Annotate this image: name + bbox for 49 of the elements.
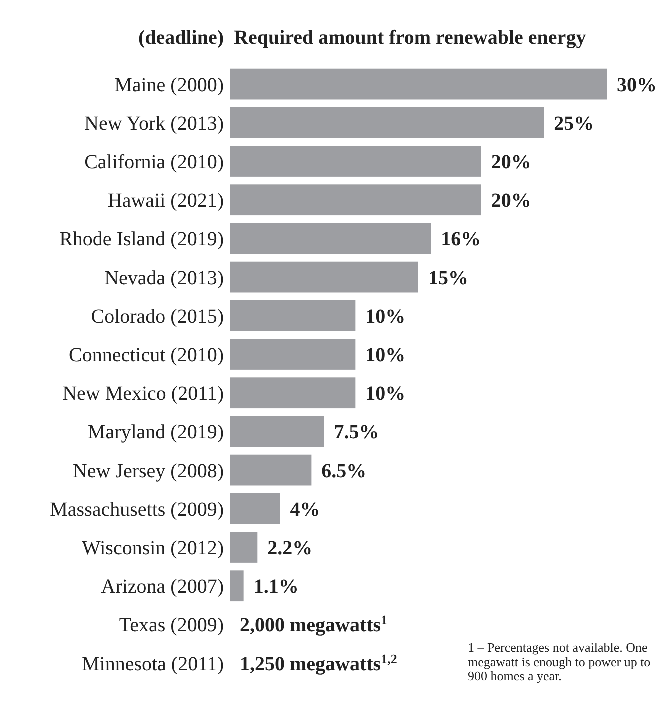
bar [230,493,280,524]
y-tick-label: Colorado (2015) [91,306,224,328]
bar [230,184,482,216]
text: 2,000 megawatts$^{1}$ [240,612,388,637]
data-label: 16% [441,228,482,251]
y-tick-label: Maine (2000) [114,74,224,96]
y-tick-label: Minnesota (2011) [82,653,224,676]
chart-title: Required amount from renewable energy [234,27,586,49]
text: 1,250 megawatts$^{1,2}$ [240,650,398,676]
bar [230,107,544,138]
annotation: 1 – Percentages not available. One megawatt is enough to power up to 900 homes a year. [468,640,651,684]
y-tick-label: Hawaii (2021) [108,190,224,212]
data-label: 1.1% [254,576,299,598]
y-tick-label: Massachusetts (2009) [50,498,224,521]
data-label: 10% [366,383,406,406]
data-label: 6.5% [322,460,367,482]
y-tick-label: California (2010) [84,152,224,174]
bar [230,416,324,448]
y-tick-label: New York (2013) [84,112,224,135]
y-tick-label: Maryland (2019) [88,422,224,444]
bar [230,570,244,602]
y-tick-label: New Mexico (2011) [62,383,224,406]
data-label: 20% [491,152,532,174]
y-tick-label: Arizona (2007) [101,576,224,598]
bar [230,68,607,100]
y-axis-title: (deadline) [138,27,224,49]
data-label: 2.2% [268,538,313,560]
data-label: 20% [491,190,532,212]
data-label: 10% [366,344,406,366]
y-tick-label: Nevada (2013) [104,267,224,290]
bar [230,532,258,563]
data-label: 10% [366,306,406,328]
bar [230,378,356,409]
y-tick-label: Connecticut (2010) [69,344,224,366]
data-label: 30% [617,74,657,96]
y-tick-label: Rhode Island (2019) [60,228,224,251]
bar [230,262,418,293]
y-tick-label: Texas (2009) [119,614,224,637]
bar [230,146,482,177]
data-label: 4% [290,498,320,521]
data-label: 15% [428,267,468,290]
bar [230,300,356,332]
y-tick-label: Wisconsin (2012) [82,538,224,560]
bar [230,339,356,370]
bar [230,454,312,486]
bar [230,223,432,254]
data-label: 25% [554,112,594,135]
y-tick-label: New Jersey (2008) [72,460,224,482]
data-label: 7.5% [334,422,380,444]
